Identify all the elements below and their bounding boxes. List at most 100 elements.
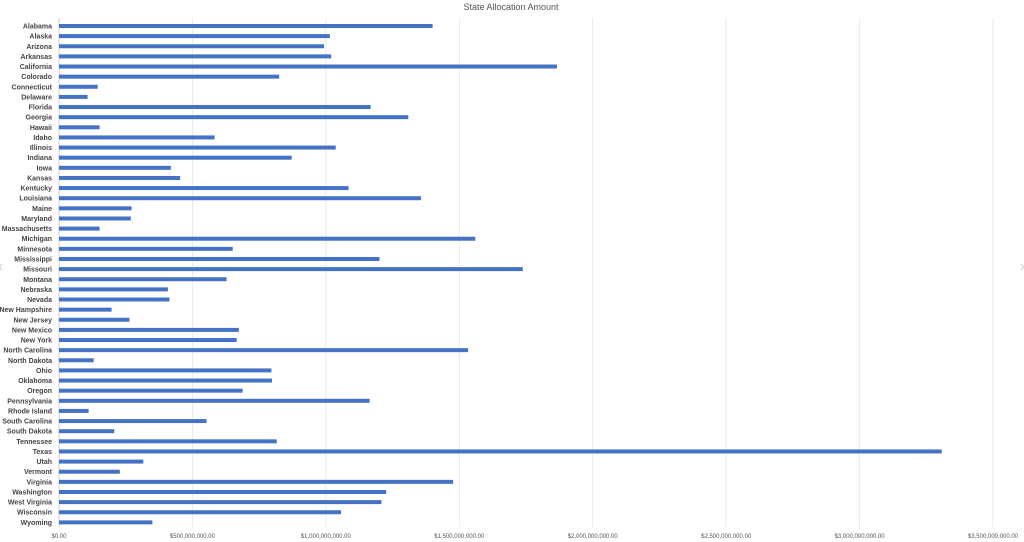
x-tick-label: $3,500,000,000.00: [968, 534, 1019, 540]
bar[interactable]: [59, 348, 469, 353]
bar[interactable]: [59, 338, 237, 343]
category-label: Oregon: [27, 388, 52, 395]
bar[interactable]: [59, 520, 153, 525]
category-label: New York: [21, 338, 52, 345]
category-label: Missouri: [23, 267, 52, 274]
bar[interactable]: [59, 429, 115, 434]
bar[interactable]: [59, 388, 243, 393]
category-label: Tennessee: [16, 439, 52, 446]
bar[interactable]: [59, 256, 380, 261]
category-label: South Dakota: [7, 429, 52, 436]
category-label: Florida: [29, 105, 52, 112]
bar[interactable]: [59, 358, 94, 363]
bar[interactable]: [59, 317, 130, 322]
bar[interactable]: [59, 206, 132, 211]
bar[interactable]: [59, 307, 112, 312]
x-tick-label: $1,000,000,000.00: [301, 534, 352, 540]
bar[interactable]: [59, 105, 371, 110]
bar[interactable]: [59, 155, 292, 160]
bar[interactable]: [59, 469, 120, 474]
right-resize-handle[interactable]: [1020, 263, 1024, 271]
category-label: Nebraska: [20, 287, 52, 294]
category-label: New Jersey: [13, 317, 52, 324]
category-label: Utah: [36, 459, 52, 466]
bar[interactable]: [59, 186, 349, 191]
category-label: West Virginia: [8, 500, 52, 507]
bar[interactable]: [59, 175, 181, 180]
category-label: Michigan: [22, 236, 52, 243]
bar[interactable]: [59, 135, 215, 140]
x-tick-labels: $0.00 $500,000,000.00 $1,000,000,000.00 $1,…: [51, 534, 1018, 540]
category-label: Ohio: [36, 368, 52, 375]
bar[interactable]: [59, 246, 233, 251]
bar[interactable]: [59, 398, 370, 403]
bar[interactable]: [59, 236, 476, 241]
bar[interactable]: [59, 419, 207, 424]
bar[interactable]: [59, 196, 421, 201]
bar[interactable]: [59, 226, 100, 231]
category-label: New Hampshire: [0, 307, 52, 314]
category-label: Texas: [33, 449, 52, 456]
bar[interactable]: [59, 378, 272, 383]
category-label: Maryland: [21, 216, 52, 223]
bar[interactable]: [59, 267, 523, 272]
category-label: Rhode Island: [8, 408, 52, 415]
bar[interactable]: [59, 459, 144, 464]
bar[interactable]: [59, 327, 239, 332]
category-label: North Dakota: [8, 358, 52, 365]
bar[interactable]: [59, 297, 170, 302]
bar[interactable]: [59, 489, 387, 494]
category-label: Maine: [32, 206, 52, 213]
category-label: Massachusetts: [2, 226, 52, 233]
x-tick-label: $3,000,000,000.00: [835, 534, 886, 540]
bar[interactable]: [59, 408, 89, 413]
bar[interactable]: [59, 510, 342, 515]
bar[interactable]: [59, 54, 332, 59]
category-label: Kansas: [27, 175, 52, 182]
bar[interactable]: [59, 44, 324, 49]
bar[interactable]: [59, 24, 433, 28]
bar[interactable]: [59, 479, 454, 484]
bar[interactable]: [59, 145, 336, 150]
bar[interactable]: [59, 500, 382, 505]
bar[interactable]: [59, 84, 98, 89]
bar[interactable]: [59, 449, 942, 454]
category-label: Wisconsin: [17, 510, 52, 517]
category-label: Alaska: [29, 34, 52, 41]
bar[interactable]: [59, 64, 557, 69]
x-tick-label: $2,000,000,000.00: [568, 534, 619, 540]
x-tick-label: $2,500,000,000.00: [701, 534, 752, 540]
x-tick-label: $1,500,000,000.00: [434, 534, 485, 540]
category-label: Mississippi: [14, 256, 52, 263]
category-label: Pennsylvania: [7, 398, 52, 405]
left-resize-handle[interactable]: [0, 263, 3, 271]
bar[interactable]: [59, 34, 330, 39]
category-label: Wyoming: [21, 520, 52, 527]
category-label: Montana: [23, 277, 52, 284]
bar[interactable]: [59, 277, 227, 282]
category-label: Minnesota: [17, 246, 52, 253]
bar[interactable]: [59, 74, 280, 79]
category-labels: Alabama Alaska Arizona Arkansas California Co…: [0, 24, 53, 527]
category-label: Kentucky: [20, 186, 52, 193]
bar[interactable]: [59, 115, 409, 120]
category-label: Washington: [12, 489, 52, 496]
x-tick-label: $500,000,000.00: [170, 534, 216, 540]
bar[interactable]: [59, 125, 100, 130]
category-label: Arkansas: [20, 54, 52, 61]
bars: [59, 24, 942, 525]
bar[interactable]: [59, 216, 131, 221]
category-label: Illinois: [30, 145, 52, 152]
category-label: North Carolina: [3, 348, 52, 355]
bar[interactable]: [59, 94, 88, 99]
bar[interactable]: [59, 165, 171, 170]
category-label: Indiana: [27, 155, 52, 162]
category-label: Virginia: [26, 479, 52, 486]
bar[interactable]: [59, 439, 277, 444]
category-label: Colorado: [21, 74, 52, 81]
bar[interactable]: [59, 287, 168, 292]
bar[interactable]: [59, 368, 272, 373]
category-label: Hawaii: [30, 125, 52, 132]
category-label: Alabama: [23, 24, 52, 31]
